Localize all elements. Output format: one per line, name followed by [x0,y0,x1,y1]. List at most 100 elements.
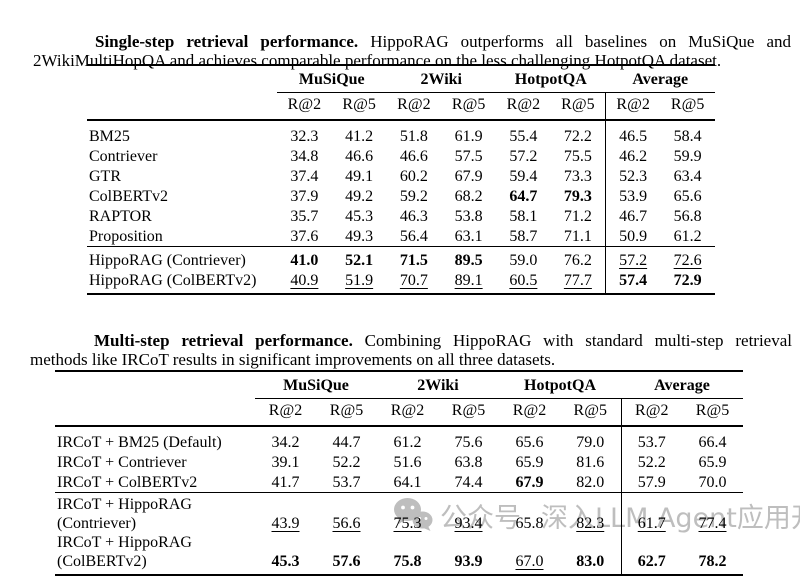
metric-cell: 58.7 [509,228,538,245]
metric-cell: 72.9 [673,272,702,289]
metric-cell: 64.7 [509,188,538,205]
caption-multi-step-lead: Multi-step retrieval performance. [94,331,353,350]
table-row: IRCoT + ColBERTv2 41.7 53.7 64.1 74.4 67.9 82.… [55,472,743,493]
metric-cell: 65.9 [698,454,727,471]
subheader-cell: R@5 [451,96,486,113]
metric-cell: 41.2 [345,128,374,145]
row-label: RAPTOR [89,208,152,225]
metric-cell: 65.8 [499,492,560,533]
caption-multi-step-text: Combining HippoRAG with standard multi-s… [30,331,792,369]
column-group-average: Average [621,371,743,399]
metric-cell: 77.4 [682,492,743,533]
metric-cell: 67.0 [515,553,544,570]
single_step-table: MuSiQue 2Wiki HotpotQA Average R@2 R@5 R@2 R@5 R… [87,64,715,295]
column-group-musique: MuSiQue [255,371,377,399]
row-label: IRCoT + HippoRAG (Contriever) [55,492,255,533]
metric-cell: 61.2 [393,434,422,451]
metric-cell: 41.0 [277,246,332,270]
metric-cell: 52.2 [620,452,682,472]
metric-cell: 53.9 [605,186,661,206]
metric-cell: 57.5 [454,148,483,165]
row-label: Proposition [89,228,163,245]
metric-cell: 40.9 [290,272,319,289]
metric-cell: 64.1 [393,474,422,491]
subheader-cell: R@2 [397,96,431,113]
subheader-cell: R@5 [695,402,730,419]
metric-cell: 52.1 [331,246,387,270]
metric-cell: 71.1 [563,228,592,245]
metric-cell: 39.1 [271,454,300,471]
metric-cell: 51.6 [393,454,422,471]
metric-cell: 81.6 [576,454,605,471]
subheader-cell: R@5 [670,96,705,113]
row-label: IRCoT + ColBERTv2 [57,474,198,491]
table-row: IRCoT + HippoRAG (ColBERTv2) 45.3 57.6 75.8… [55,533,743,575]
metric-cell: 68.2 [454,188,483,205]
metric-cell: 56.6 [316,492,377,533]
subheader-cell: R@2 [605,92,661,120]
metric-cell: 65.6 [515,434,544,451]
metric-cell: 83.0 [576,553,605,570]
row-label: HippoRAG (Contriever) [87,246,277,270]
metric-cell: 57.2 [605,246,661,270]
metric-cell: 34.8 [290,148,319,165]
table-row: BM25 32.3 41.2 51.8 61.9 55.4 72.2 46.5 58.4 [87,120,715,146]
metric-cell: 75.3 [377,492,438,533]
metric-cell: 67.9 [454,168,483,185]
multi_step-table: MuSiQue 2Wiki HotpotQA Average R@2 R@5 R@2 R@5 R… [55,370,743,576]
metric-cell: 72.2 [563,128,592,145]
metric-cell: 65.9 [515,454,544,471]
metric-cell: 65.6 [673,188,702,205]
metric-cell: 59.0 [496,246,551,270]
table-row: RAPTOR 35.7 45.3 46.3 53.8 58.1 71.2 46.7 56.8 [87,206,715,226]
metric-cell: 57.4 [605,270,661,294]
subheader-cell: R@5 [573,402,607,419]
metric-cell: 60.5 [509,272,538,289]
metric-cell: 45.3 [345,208,374,225]
metric-cell: 77.7 [563,272,592,289]
metric-cell: 71.2 [563,208,592,225]
subheader-cell: R@2 [268,402,303,419]
metric-cell: 46.6 [345,148,374,165]
metric-cell: 49.2 [345,188,374,205]
metric-cell: 93.9 [454,553,483,570]
metric-cell: 78.2 [698,553,727,570]
metric-cell: 53.7 [332,474,361,491]
metric-cell: 37.4 [290,168,319,185]
subheader-cell: R@5 [451,402,486,419]
metric-cell: 51.9 [345,272,374,289]
row-label: HippoRAG (ColBERTv2) [89,272,257,289]
metric-cell: 75.6 [454,434,483,451]
metric-cell: 72.6 [660,246,715,270]
subheader-cell: R@5 [329,402,364,419]
metric-cell: 49.1 [345,168,374,185]
column-group-2wiki: 2Wiki [386,65,496,93]
table-row: HippoRAG (Contriever) 41.0 52.1 71.5 89.5 59.… [87,246,715,270]
subheader-cell: R@2 [512,402,547,419]
metric-cell: 57.9 [620,472,682,493]
metric-cell: 70.0 [698,474,727,491]
metric-cell: 75.5 [563,148,592,165]
subheader-row: R@2 R@5 R@2 R@5 R@2 R@5 R@2 R@5 [55,398,743,426]
column-group-average: Average [605,65,715,93]
metric-cell: 82.0 [576,474,605,491]
metric-cell: 45.3 [271,553,300,570]
row-label: IRCoT + HippoRAG (ColBERTv2) [57,534,192,570]
metric-cell: 56.8 [673,208,702,225]
metric-cell: 89.5 [441,246,496,270]
metric-cell: 59.4 [509,168,538,185]
table-row: GTR 37.4 49.1 60.2 67.9 59.4 73.3 52.3 63.4 [87,166,715,186]
row-label: Contriever [89,148,158,165]
metric-cell: 71.5 [386,246,442,270]
metric-cell: 50.9 [605,226,661,247]
metric-cell: 53.8 [454,208,483,225]
metric-cell: 63.8 [454,454,483,471]
subheader-cell: R@2 [390,402,425,419]
metric-cell: 34.2 [271,434,300,451]
metric-cell: 67.9 [515,474,544,491]
metric-cell: 75.8 [393,553,422,570]
metric-cell: 66.4 [698,434,727,451]
metric-cell: 57.2 [509,148,538,165]
metric-cell: 61.9 [454,128,483,145]
metric-cell: 46.5 [605,120,661,146]
